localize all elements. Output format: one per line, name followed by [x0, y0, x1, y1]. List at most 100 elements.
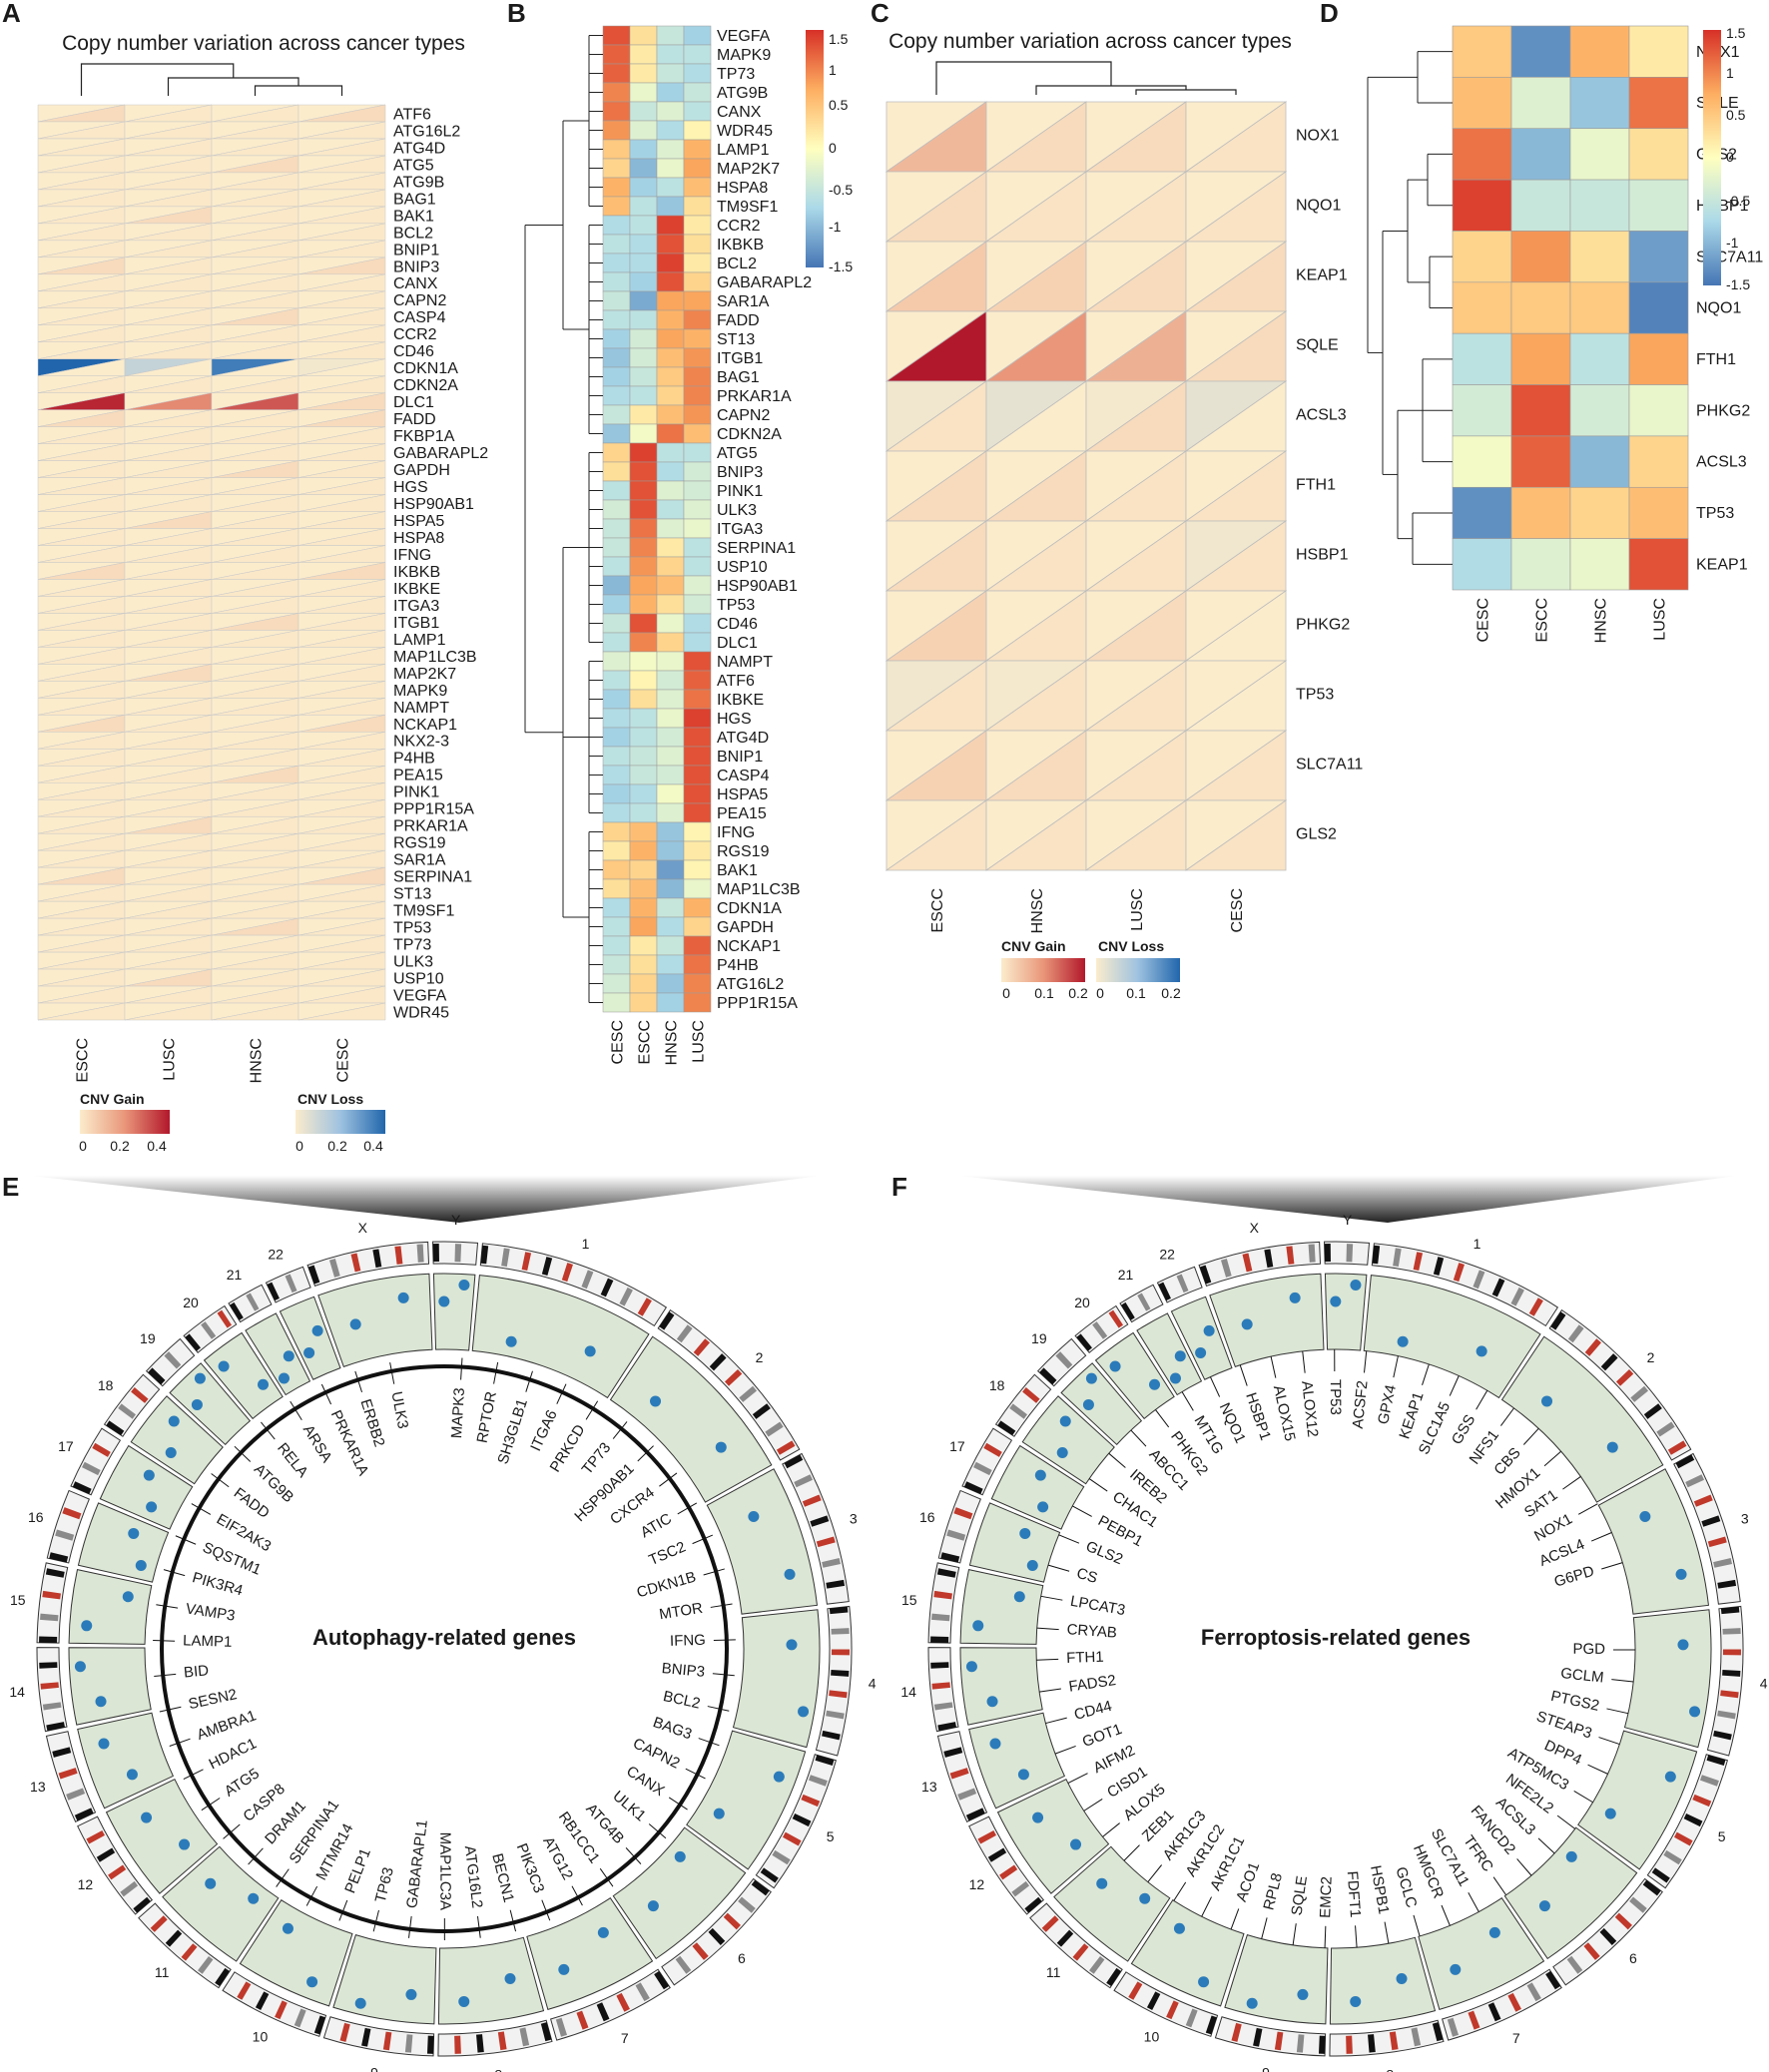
ideogram-stripe	[46, 1722, 66, 1732]
ideogram-stripe	[1667, 1440, 1687, 1455]
ideogram-stripe	[416, 1244, 424, 1263]
data-point	[558, 1963, 570, 1975]
gene-label: BCL2	[662, 1688, 702, 1713]
label-connector	[556, 1383, 567, 1404]
row-label: IFNG	[717, 824, 755, 841]
row-label: ITGB1	[717, 350, 763, 367]
ideogram-stripe	[45, 1568, 65, 1578]
scale-d-tick: 0	[1726, 149, 1734, 165]
gene-label: ULK1	[609, 1788, 649, 1824]
data-point	[1565, 1850, 1577, 1862]
track-segment	[968, 1712, 1066, 1810]
ideogram-stripe	[74, 1808, 94, 1821]
label-connector	[712, 1673, 735, 1677]
gene-label: HSPB1	[1367, 1864, 1392, 1915]
label-connector	[1067, 1773, 1088, 1784]
ideogram-stripe	[600, 1278, 614, 1297]
ideogram-stripe	[1713, 1558, 1733, 1568]
label-connector	[1492, 1876, 1507, 1896]
chromosome-label: 19	[140, 1330, 156, 1346]
heatmap-cell	[656, 120, 685, 141]
ideogram-stripe	[1699, 1775, 1719, 1787]
ideogram-stripe	[1137, 1293, 1151, 1311]
ideogram-stripe	[1683, 1813, 1703, 1827]
heatmap-cell	[656, 518, 685, 539]
column-label: LUSC	[162, 1038, 179, 1081]
legend-a: CNV Gain 0 0.2 0.4 CNV Loss 0 0.2 0.4	[79, 1091, 385, 1154]
heatmap-cell	[629, 25, 658, 46]
label-connector	[1573, 1791, 1593, 1804]
gene-label: BAG3	[651, 1714, 694, 1743]
heatmap-cell	[656, 234, 685, 255]
heatmap-cell	[602, 821, 631, 842]
gene-label: PIK3R4	[191, 1569, 245, 1599]
heatmap-cell	[683, 290, 712, 311]
label-connector	[1500, 1407, 1514, 1426]
heatmap-cell	[656, 537, 685, 558]
chromosome-label: X	[358, 1220, 368, 1236]
ideogram-stripe	[394, 1246, 403, 1265]
row-label: ATG16L2	[717, 976, 784, 993]
row-label: DLC1	[393, 394, 434, 411]
ideogram-stripe	[708, 1927, 726, 1946]
legend-c-gain-bar	[1001, 958, 1085, 982]
label-connector	[1058, 1534, 1080, 1544]
heatmap-cell	[683, 120, 712, 141]
row-label: SAR1A	[717, 293, 770, 310]
label-connector	[1209, 1376, 1221, 1397]
label-connector	[1363, 1350, 1368, 1373]
heatmap-cell	[1569, 486, 1630, 539]
heatmap-cell	[1510, 538, 1571, 591]
chromosome-label: 8	[1386, 2067, 1394, 2072]
heatmap-cell	[629, 253, 658, 273]
scale-b-tick: -0.5	[829, 182, 853, 198]
heatmap-cell	[656, 442, 685, 463]
panel-label-f: F	[891, 1172, 907, 1202]
gene-label: RPTOR	[474, 1390, 500, 1445]
column-label: CESC	[610, 1020, 627, 1064]
data-point	[95, 1696, 107, 1708]
gene-label: GLS2	[1083, 1538, 1125, 1568]
row-label: PINK1	[393, 784, 439, 801]
row-label: NKX2-3	[393, 734, 449, 751]
gene-label: EMC2	[1317, 1876, 1336, 1918]
ideogram-stripe	[822, 1558, 842, 1568]
heatmap-cell	[602, 25, 631, 46]
row-label: ATF6	[393, 106, 431, 123]
heatmap-cell	[1628, 332, 1689, 385]
gene-label: MAP1LC3A	[436, 1832, 453, 1910]
row-label: ST13	[393, 886, 431, 903]
label-connector	[1537, 1837, 1555, 1854]
heatmap-cell	[629, 518, 658, 539]
row-label: RGS19	[717, 843, 770, 860]
row-label: BAG1	[393, 191, 436, 208]
circos-e-title: Autophagy-related genes	[312, 1625, 576, 1650]
gene-label: LAMP1	[183, 1632, 233, 1650]
heatmap-cell	[1628, 25, 1689, 78]
ideogram-stripe	[815, 1755, 835, 1766]
row-label: ATG9B	[393, 174, 444, 191]
label-connector	[692, 1534, 714, 1545]
gene-label: RELA	[274, 1440, 311, 1481]
chromosome-label: 22	[1159, 1247, 1175, 1263]
track-segment	[959, 1569, 1044, 1645]
track-segment	[1224, 1933, 1329, 2025]
ideogram-stripe	[165, 1929, 183, 1947]
scale-d-tick: 1	[1726, 65, 1734, 81]
data-point	[597, 1926, 609, 1938]
heatmap-cell	[656, 802, 685, 823]
label-connector	[1045, 1717, 1067, 1725]
heatmap-cell	[683, 746, 712, 767]
heatmap-cell	[1452, 332, 1512, 385]
heatmap-cell	[602, 556, 631, 577]
ideogram-stripe	[810, 1515, 830, 1527]
ideogram-stripe	[765, 1421, 784, 1437]
data-point	[349, 1318, 361, 1330]
column-label: CESC	[335, 1038, 352, 1082]
row-label: HSPA8	[717, 180, 768, 197]
label-connector	[1054, 1745, 1076, 1755]
heatmap-cell	[683, 366, 712, 387]
chromosome-label: 18	[98, 1377, 114, 1393]
ideogram-band	[103, 1373, 161, 1437]
chromosome-label: 3	[1741, 1511, 1749, 1527]
